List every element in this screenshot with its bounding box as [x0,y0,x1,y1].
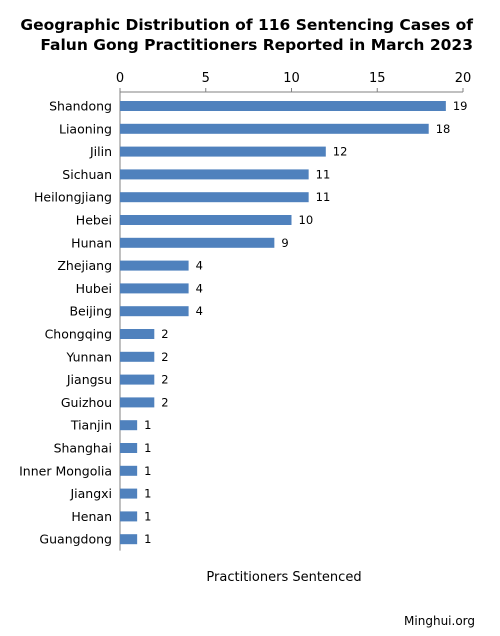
chart-title-line-1: Geographic Distribution of 116 Sentencin… [20,16,473,34]
category-label: Sichuan [62,167,112,182]
data-label: 1 [144,464,151,478]
category-label: Inner Mongolia [19,463,112,478]
x-tick-label: 20 [455,71,472,86]
bar [120,374,155,385]
data-label: 4 [196,259,203,273]
x-tick-label: 10 [283,71,300,86]
category-label: Guangdong [39,532,112,547]
bar [120,101,446,111]
source-credit: Minghui.org [404,614,475,628]
data-label: 2 [161,327,168,341]
bar [120,146,326,157]
category-label: Jiangsu [66,372,112,387]
data-label: 18 [436,122,451,136]
data-label: 2 [161,395,168,409]
data-label: 19 [453,99,468,113]
x-tick-label: 5 [202,71,210,86]
data-label: 1 [144,487,151,501]
chart-title-line-2: Falun Gong Practitioners Reported in Mar… [40,36,473,54]
data-label: 4 [196,281,203,295]
data-label: 11 [316,190,331,204]
bar [120,283,189,294]
category-label: Henan [71,509,112,524]
bar [120,329,155,339]
bar [120,260,189,271]
data-label: 10 [299,213,314,227]
bar [120,192,309,203]
data-label: 1 [144,509,151,523]
category-label: Zhejiang [57,258,112,273]
data-label: 1 [144,532,151,546]
category-label: Hebei [76,213,112,228]
bar [120,465,138,476]
category-label: Hubei [76,281,112,296]
bar [120,306,189,317]
bar [120,420,138,431]
data-label: 2 [161,373,168,387]
data-label: 1 [144,418,151,432]
bar [120,237,275,248]
data-label: 9 [281,236,288,250]
data-label: 11 [316,167,331,181]
category-label: Liaoning [59,121,112,136]
data-label: 2 [161,350,168,364]
x-tick-label: 0 [116,71,124,86]
bar [120,215,292,225]
category-label: Chongqing [45,327,112,342]
category-label: Jilin [89,144,112,159]
data-label: 4 [196,304,203,318]
category-label: Beijing [69,304,112,319]
x-tick-label: 15 [369,71,386,86]
category-label: Guizhou [61,395,112,410]
data-label: 1 [144,441,151,455]
data-label: 12 [333,145,348,159]
category-label: Hunan [71,235,112,250]
x-axis-label: Practitioners Sentenced [206,570,361,585]
bar [120,488,138,499]
category-label: Shanghai [54,441,112,456]
bar [120,351,155,362]
category-label: Yunnan [65,349,112,364]
bar [120,511,138,522]
category-label: Tianjin [70,418,112,433]
category-label: Heilongjiang [34,190,112,205]
bar [120,534,138,545]
bar [120,443,138,453]
bar [120,123,429,134]
bar [120,169,309,180]
category-label: Jiangxi [69,486,112,501]
bar [120,397,155,408]
category-label: Shandong [49,99,112,114]
